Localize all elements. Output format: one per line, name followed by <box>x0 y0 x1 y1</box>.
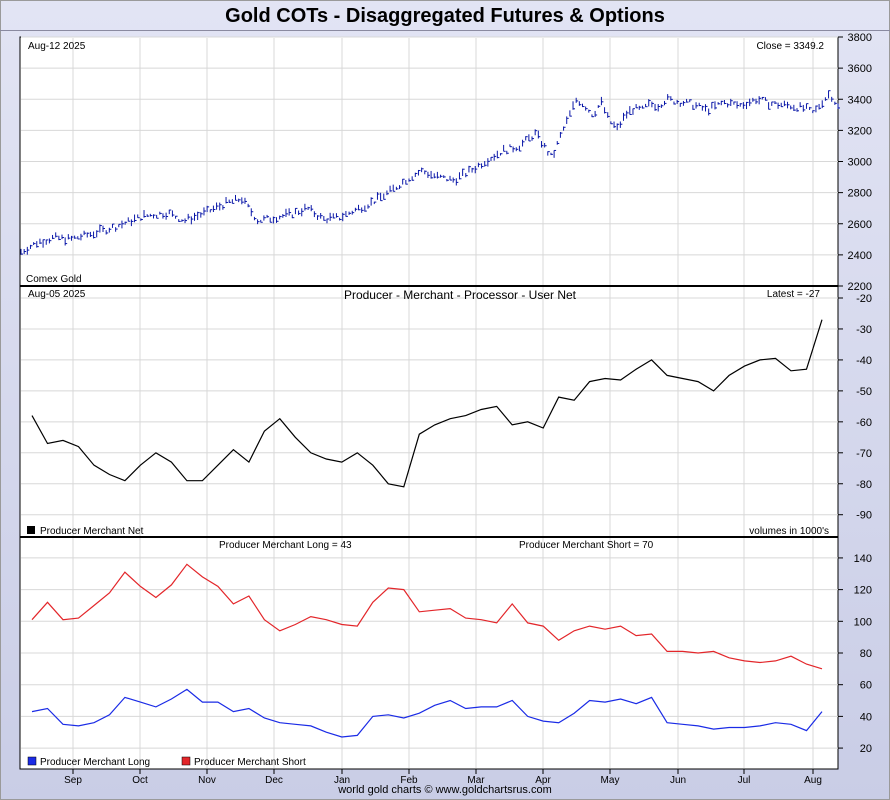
net-latest-label: Latest = -27 <box>767 289 821 300</box>
month-tick-label: Mar <box>467 775 485 786</box>
net-date-label: Aug-05 2025 <box>28 289 86 300</box>
footer-credit: world gold charts © www.goldchartsrus.co… <box>338 784 552 796</box>
y-tick-label: 2200 <box>848 281 872 293</box>
long-legend-label: Producer Merchant Long <box>40 757 150 768</box>
plot-area-background <box>19 36 839 770</box>
net-legend-label: Producer Merchant Net <box>40 526 144 537</box>
net-series <box>31 319 823 488</box>
month-tick-label: Jan <box>334 775 350 786</box>
y-tick-label: 3000 <box>848 157 872 169</box>
y-tick-label: -90 <box>856 510 872 522</box>
page-title: Gold COTs - Disaggregated Futures & Opti… <box>225 5 665 27</box>
month-tick-label: May <box>601 775 620 786</box>
net-legend-swatch <box>27 526 35 534</box>
y-tick-label: -60 <box>856 417 872 429</box>
y-tick-label: -30 <box>856 324 872 336</box>
price-series <box>20 90 840 255</box>
y-tick-label: 3600 <box>848 63 872 75</box>
price-close-label: Close = 3349.2 <box>756 41 824 52</box>
y-tick-label: 80 <box>860 648 872 660</box>
y-tick-label: -80 <box>856 479 872 491</box>
y-tick-label: 2600 <box>848 219 872 231</box>
month-tick-label: Dec <box>265 775 283 786</box>
month-tick-label: Sep <box>64 775 82 786</box>
month-tick-label: Oct <box>132 775 148 786</box>
month-tick-label: Jun <box>670 775 686 786</box>
y-tick-label: 60 <box>860 680 872 692</box>
y-tick-label: -50 <box>856 386 872 398</box>
y-tick-label: 100 <box>854 616 872 628</box>
y-tick-label: 3800 <box>848 32 872 44</box>
y-tick-label: 120 <box>854 585 872 597</box>
y-tick-label: 2400 <box>848 250 872 262</box>
y-tick-label: 40 <box>860 711 872 723</box>
x-axis: Sep Oct Nov Dec Jan Feb Mar Apr May Jun Jul Aug <box>64 769 822 786</box>
price-date-label: Aug-12 2025 <box>28 41 86 52</box>
short-legend-swatch <box>181 756 191 766</box>
y-axes: 2200 2400 2600 2800 3000 3200 3400 3600 3800 -90 -… <box>838 32 872 755</box>
producer-merchant-long-line <box>31 688 823 738</box>
producer-merchant-short-line <box>31 563 823 670</box>
y-tick-label: -40 <box>856 355 872 367</box>
y-tick-label: 140 <box>854 553 872 565</box>
grid-lines <box>21 36 838 768</box>
month-tick-label: Apr <box>535 775 551 786</box>
month-tick-label: Jul <box>738 775 751 786</box>
net-title: Producer - Merchant - Processor - User N… <box>344 288 577 302</box>
short-legend-label: Producer Merchant Short <box>194 757 306 768</box>
long-latest-label: Producer Merchant Long = 43 <box>219 540 352 551</box>
long-legend-swatch <box>27 756 37 766</box>
short-latest-label: Producer Merchant Short = 70 <box>519 540 654 551</box>
y-tick-label: 3200 <box>848 125 872 137</box>
y-tick-label: 2800 <box>848 188 872 200</box>
y-tick-label: 3400 <box>848 94 872 106</box>
month-tick-label: Aug <box>804 775 822 786</box>
long-short-series <box>31 563 823 738</box>
price-series-label: Comex Gold <box>26 274 82 285</box>
y-tick-label: -70 <box>856 448 872 460</box>
y-tick-label: -20 <box>856 293 872 305</box>
month-tick-label: Nov <box>198 775 216 786</box>
y-tick-label: 20 <box>860 743 872 755</box>
month-tick-label: Feb <box>400 775 418 786</box>
producer-merchant-net-line <box>31 319 823 488</box>
volumes-note: volumes in 1000's <box>749 526 829 537</box>
title-divider <box>0 30 890 31</box>
